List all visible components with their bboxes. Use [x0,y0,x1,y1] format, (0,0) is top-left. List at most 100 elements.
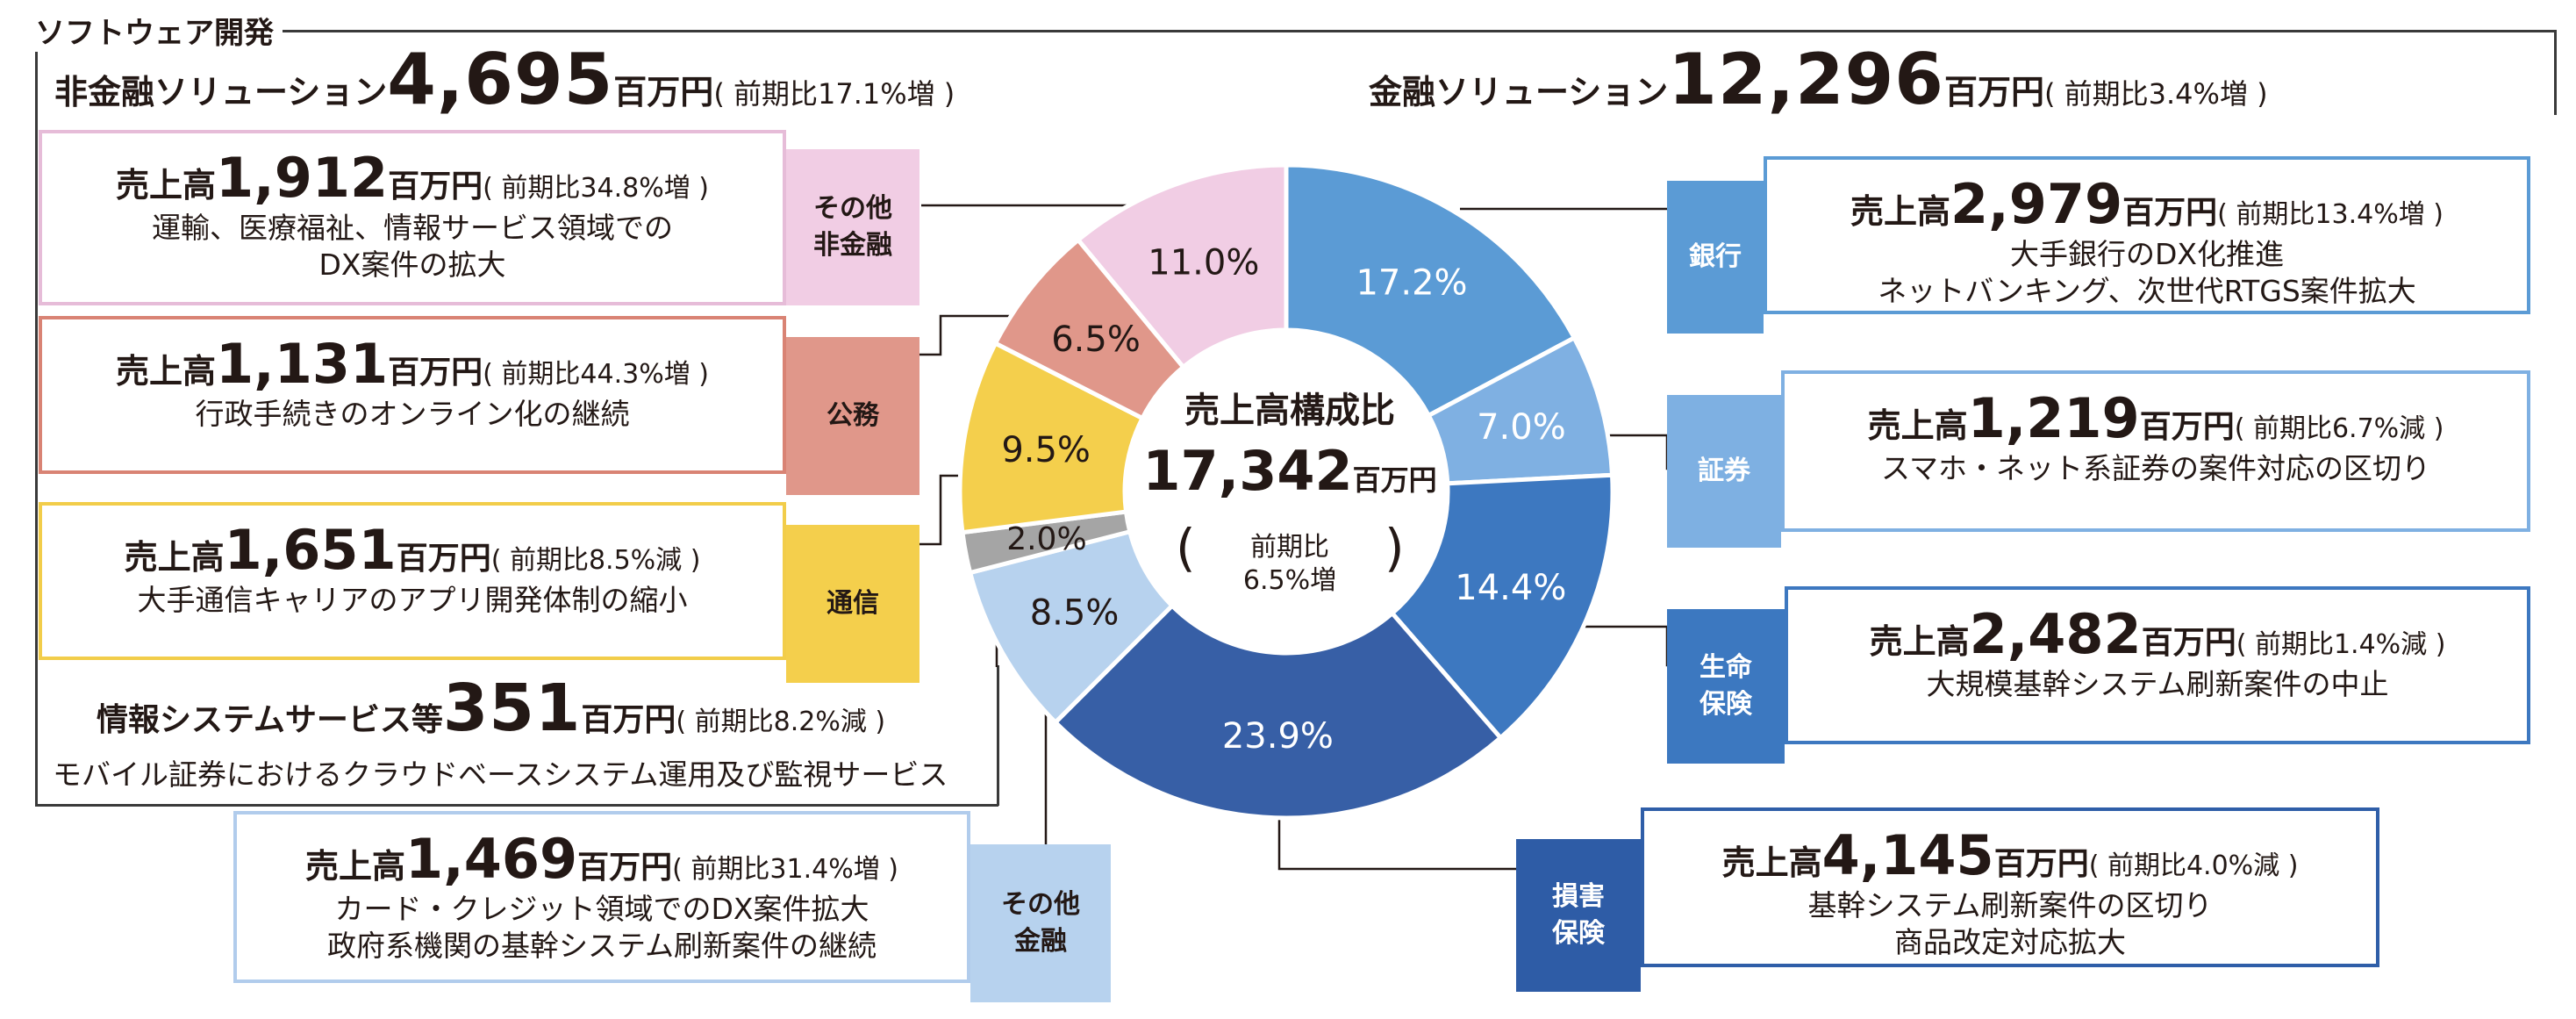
center-paren-open: ( [1176,518,1196,578]
pie-label-4: 8.5% [1030,593,1120,634]
pie-label-3: 23.9% [1222,716,1334,757]
segment-desc-1: 大手通信キャリアのアプリ開発体制の縮小 [137,583,688,617]
non-financial-frame-left [35,112,38,804]
sales-unit: 百万円 [2122,195,2218,231]
segment-tab-other-nonfin: その他 非金融 [786,149,919,305]
segment-box-securities: 売上高1,219百万円( 前期比6.7%減 ) スマホ・ネット系証券の案件対応の… [1781,370,2530,532]
segment-box-telecom: 売上高1,651百万円( 前期比8.5%減 ) 大手通信キャリアのアプリ開発体制… [39,502,786,660]
non-financial-yoy: ( 前期比17.1%増 ) [713,77,955,111]
info-system-unit: 百万円 [581,702,676,738]
segment-desc-2: ネットバンキング、次世代RTGS案件拡大 [1878,274,2416,308]
sales-value: 2,482 [1969,602,2142,666]
segment-desc-1: 大手銀行のDX化推進 [2009,237,2285,271]
sales-label: 売上高 [305,847,406,886]
sales-unit: 百万円 [577,850,673,886]
pie-slice-3 [1052,602,1504,821]
segment-desc-1: カード・クレジット領域でのDX案件拡大 [334,892,869,926]
non-financial-value: 4,695 [387,39,614,120]
sales-unit: 百万円 [396,541,491,577]
pie-label-0: 17.2% [1356,263,1467,304]
sales-value: 1,651 [224,518,397,582]
center-total: 17,342百万円 [1132,439,1448,503]
center-paren-close: ) [1385,518,1405,578]
segment-box-bank: 売上高2,979百万円( 前期比13.4%増 ) 大手銀行のDX化推進 ネットバ… [1764,156,2530,314]
segment-box-other-fin: 売上高1,469百万円( 前期比31.4%増 ) カード・クレジット領域でのDX… [233,811,970,983]
segment-tab-bank: 銀行 [1667,181,1764,334]
segment-desc-1: 運輸、医療福祉、情報サービス領域での [152,211,673,245]
segment-box-nonlife: 売上高4,145百万円( 前期比4.0%減 ) 基幹システム刷新案件の区切り 商… [1641,807,2379,967]
sales-value: 4,145 [1821,823,1994,887]
pie-label-7: 6.5% [1051,319,1141,360]
segment-box-other-nonfin: 売上高1,912百万円( 前期比34.8%増 ) 運輸、医療福祉、情報サービス領… [39,130,786,305]
info-system-desc: モバイル証券におけるクラウドベースシステム運用及び監視サービス [53,757,948,792]
pie-labels: 17.2% 7.0% 14.4% 23.9% 8.5% 2.0% 9.5% 6.5%11.0% [1001,242,1566,756]
center-total-unit: 百万円 [1352,463,1437,497]
segment-desc-1: スマホ・ネット系証券の案件対応の区切り [1880,451,2430,485]
segment-desc-1: 基幹システム刷新案件の区切り [1807,888,2213,922]
sales-value: 1,469 [405,827,578,891]
sales-unit: 百万円 [388,355,483,391]
pie-label-6: 9.5% [1001,430,1091,470]
financial-summary: 金融ソリューション12,296百万円( 前期比3.4%増 ) [1369,39,2268,120]
center-yoy-line2: 6.5%増 [1242,565,1337,596]
segment-desc-1: 行政手続きのオンライン化の継続 [195,397,630,431]
sales-value: 1,131 [216,332,389,396]
segment-tab-securities: 証券 [1667,395,1781,548]
sales-yoy: ( 前期比44.3%増 ) [483,359,709,390]
sales-label: 売上高 [1721,843,1822,882]
sales-unit: 百万円 [388,169,483,205]
segment-box-public: 売上高1,131百万円( 前期比44.3%増 ) 行政手続きのオンライン化の継続 [39,316,786,474]
info-system-label: 情報システムサービス等 [97,702,443,738]
non-financial-label: 非金融ソリューション [54,73,388,111]
pie-label-1: 7.0% [1477,407,1566,448]
segment-desc-2: 商品改定対応拡大 [1894,925,2126,959]
info-system-frame-right [997,665,999,806]
segment-tab-other-fin: その他 金融 [970,844,1111,1002]
segment-tab-telecom: 通信 [786,525,919,683]
sales-yoy: ( 前期比8.5%減 ) [490,545,701,576]
pie-slice-2 [1389,472,1615,742]
pie-slices [957,162,1615,821]
sales-unit: 百万円 [2141,625,2236,661]
segment-desc-1: 大規模基幹システム刷新案件の中止 [1926,667,2389,701]
center-yoy-line1: 前期比 [1250,532,1329,563]
pie-label-8: 11.0% [1148,242,1259,283]
segment-desc-2: DX案件の拡大 [318,248,506,282]
non-financial-unit: 百万円 [613,73,714,111]
pie-slice-0 [1284,162,1578,419]
financial-unit: 百万円 [1943,73,2044,111]
sales-yoy: ( 前期比6.7%減 ) [2234,413,2444,444]
center-title: 売上高構成比 [1184,391,1395,431]
sales-label: 売上高 [116,166,217,205]
segment-tab-public: 公務 [786,337,919,495]
leader-line-public [912,314,1035,356]
segment-tab-nonlife: 損害 保険 [1516,839,1641,992]
sales-yoy: ( 前期比34.8%増 ) [483,173,709,204]
pie-label-5: 2.0% [1006,521,1086,557]
sales-label: 売上高 [1869,622,1970,661]
segment-box-life: 売上高2,482百万円( 前期比1.4%減 ) 大規模基幹システム刷新案件の中止 [1785,586,2530,744]
sales-unit: 百万円 [1993,846,2089,882]
segment-desc-2: 政府系機関の基幹システム刷新案件の継続 [326,929,877,963]
center-total-value: 17,342 [1142,439,1353,503]
sales-label: 売上高 [116,352,217,391]
pie-slice-8 [1075,162,1289,370]
pie-label-2: 14.4% [1455,568,1566,608]
sales-yoy: ( 前期比1.4%減 ) [2236,629,2446,660]
sales-yoy: ( 前期比4.0%減 ) [2088,850,2299,881]
sales-value: 1,912 [216,146,389,210]
sales-yoy: ( 前期比13.4%増 ) [2217,199,2444,230]
software-dev-frame [35,30,2557,115]
non-financial-summary: 非金融ソリューション4,695百万円( 前期比17.1%増 ) [54,39,955,120]
info-system-frame-bottom [35,804,998,807]
info-system-yoy: ( 前期比8.2%減 ) [676,707,886,737]
segment-tab-life: 生命 保険 [1667,609,1785,764]
info-system-summary: 情報システムサービス等351百万円( 前期比8.2%減 ) [97,671,885,746]
sales-unit: 百万円 [2139,409,2235,445]
sales-label: 売上高 [1867,406,1968,445]
sales-label: 売上高 [1850,192,1951,231]
sales-value: 1,219 [1967,386,2140,450]
info-system-value: 351 [442,671,582,746]
financial-yoy: ( 前期比3.4%増 ) [2043,77,2268,111]
